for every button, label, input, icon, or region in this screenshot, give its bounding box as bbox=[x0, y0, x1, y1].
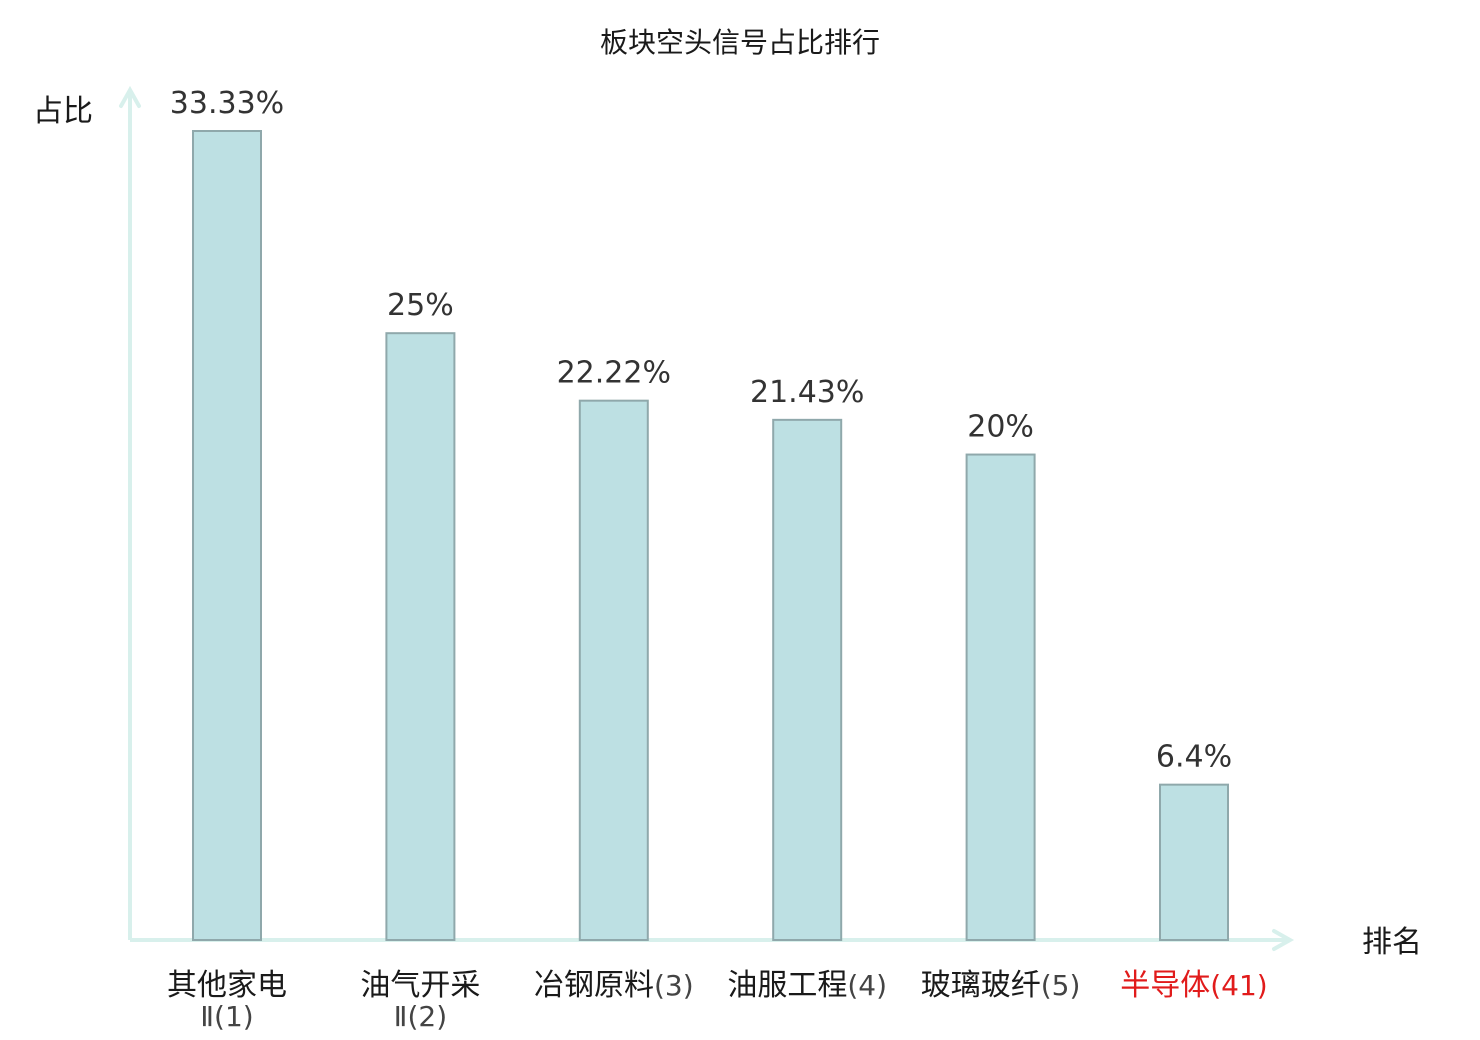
axes bbox=[119, 85, 1295, 951]
tick-label: 油服工程(4) bbox=[727, 968, 887, 1003]
data-label: 21.43% bbox=[750, 375, 864, 410]
data-label: 6.4% bbox=[1156, 740, 1232, 775]
data-label: 20% bbox=[967, 410, 1034, 445]
tick-label: 半导体(41) bbox=[1120, 968, 1267, 1003]
y-axis-label: 占比 bbox=[33, 94, 93, 129]
value-labels: 33.33% 25% 22.22% 21.43% 20% 6.4% bbox=[170, 86, 1232, 775]
data-label: 33.33% bbox=[170, 86, 284, 121]
data-label: 25% bbox=[387, 288, 454, 323]
bar bbox=[578, 399, 649, 941]
bar bbox=[965, 453, 1036, 941]
tick-label: 其他家电 bbox=[167, 968, 287, 1003]
bar bbox=[772, 418, 843, 942]
chart-title: 板块空头信号占比排行 bbox=[600, 26, 880, 59]
tick-label: 油气开采 bbox=[360, 968, 480, 1003]
bar bbox=[385, 332, 456, 941]
x-axis-arrow bbox=[1272, 929, 1295, 951]
tick-label: 冶钢原料(3) bbox=[534, 968, 694, 1003]
data-label: 22.22% bbox=[557, 356, 671, 391]
tick-label-line2: Ⅱ(2) bbox=[394, 1000, 447, 1033]
bars bbox=[192, 130, 1229, 942]
tick-label-line2: Ⅱ(1) bbox=[200, 1000, 253, 1033]
bar bbox=[192, 130, 262, 941]
x-axis-label: 排名 bbox=[1362, 925, 1422, 960]
tick-label: 玻璃玻纤(5) bbox=[921, 968, 1081, 1003]
y-axis-arrow bbox=[119, 85, 141, 108]
bar bbox=[1159, 783, 1229, 942]
